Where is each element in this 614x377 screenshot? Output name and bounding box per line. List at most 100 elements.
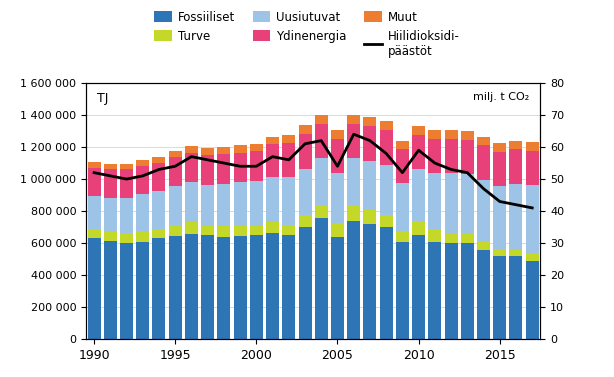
Bar bbox=[396, 149, 409, 183]
Bar bbox=[282, 178, 295, 225]
Bar bbox=[445, 173, 457, 233]
Hiilidioksidi-
päästöt bbox=[285, 158, 292, 162]
Bar bbox=[120, 243, 133, 339]
Bar bbox=[266, 136, 279, 144]
Bar bbox=[526, 185, 538, 253]
Bar bbox=[201, 235, 214, 339]
Bar bbox=[315, 124, 328, 158]
Bar bbox=[510, 250, 523, 256]
Bar bbox=[526, 142, 538, 151]
Bar bbox=[201, 155, 214, 185]
Bar bbox=[429, 173, 441, 230]
Bar bbox=[429, 139, 441, 173]
Bar bbox=[217, 184, 230, 226]
Bar bbox=[282, 235, 295, 339]
Bar bbox=[347, 124, 360, 158]
Hiilidioksidi-
päästöt bbox=[139, 173, 146, 178]
Bar bbox=[363, 161, 376, 210]
Bar bbox=[250, 181, 263, 226]
Bar bbox=[136, 166, 149, 194]
Bar bbox=[347, 158, 360, 206]
Hiilidioksidi-
päästöt bbox=[155, 167, 163, 172]
Bar bbox=[152, 157, 165, 163]
Bar bbox=[363, 224, 376, 339]
Bar bbox=[266, 144, 279, 178]
Bar bbox=[379, 121, 392, 130]
Text: milj. t CO₂: milj. t CO₂ bbox=[473, 92, 529, 102]
Bar bbox=[136, 231, 149, 242]
Bar bbox=[347, 206, 360, 221]
Bar bbox=[445, 139, 457, 173]
Hiilidioksidi-
päästöt bbox=[317, 138, 325, 143]
Bar bbox=[88, 162, 101, 168]
Bar bbox=[266, 233, 279, 339]
Bar bbox=[412, 235, 425, 339]
Hiilidioksidi-
päästöt bbox=[269, 155, 276, 159]
Bar bbox=[493, 143, 506, 152]
Bar bbox=[152, 238, 165, 339]
Bar bbox=[429, 130, 441, 139]
Bar bbox=[412, 126, 425, 135]
Bar bbox=[88, 230, 101, 238]
Bar bbox=[493, 152, 506, 186]
Bar bbox=[152, 191, 165, 229]
Bar bbox=[298, 169, 311, 215]
Bar bbox=[460, 131, 474, 140]
Bar bbox=[104, 170, 117, 198]
Bar bbox=[250, 144, 263, 151]
Bar bbox=[169, 151, 182, 158]
Bar bbox=[88, 168, 101, 196]
Bar bbox=[445, 233, 457, 243]
Bar bbox=[363, 210, 376, 224]
Bar bbox=[136, 194, 149, 231]
Bar bbox=[363, 126, 376, 161]
Bar bbox=[201, 148, 214, 155]
Bar bbox=[298, 134, 311, 169]
Bar bbox=[396, 231, 409, 242]
Bar bbox=[185, 233, 198, 339]
Bar bbox=[250, 226, 263, 235]
Bar bbox=[331, 223, 344, 237]
Bar bbox=[217, 226, 230, 237]
Bar bbox=[88, 196, 101, 230]
Bar bbox=[315, 205, 328, 218]
Hiilidioksidi-
päästöt bbox=[512, 202, 519, 207]
Bar bbox=[185, 222, 198, 233]
Bar bbox=[201, 185, 214, 225]
Bar bbox=[266, 178, 279, 222]
Bar bbox=[477, 241, 490, 250]
Bar bbox=[315, 158, 328, 205]
Bar bbox=[347, 221, 360, 339]
Bar bbox=[396, 183, 409, 231]
Bar bbox=[526, 261, 538, 339]
Bar bbox=[120, 233, 133, 243]
Hiilidioksidi-
päästöt bbox=[366, 138, 373, 143]
Hiilidioksidi-
päästöt bbox=[301, 141, 309, 146]
Hiilidioksidi-
päästöt bbox=[448, 167, 455, 172]
Bar bbox=[169, 236, 182, 339]
Hiilidioksidi-
päästöt bbox=[431, 161, 438, 165]
Bar bbox=[282, 135, 295, 143]
Hiilidioksidi-
päästöt bbox=[350, 132, 357, 136]
Bar bbox=[493, 249, 506, 256]
Bar bbox=[445, 243, 457, 339]
Bar bbox=[379, 215, 392, 227]
Bar bbox=[460, 233, 474, 243]
Bar bbox=[412, 222, 425, 235]
Bar bbox=[217, 237, 230, 339]
Bar bbox=[266, 222, 279, 233]
Bar bbox=[104, 241, 117, 339]
Bar bbox=[201, 225, 214, 235]
Bar bbox=[298, 227, 311, 339]
Bar bbox=[185, 146, 198, 153]
Bar bbox=[250, 151, 263, 181]
Bar bbox=[379, 227, 392, 339]
Bar bbox=[298, 126, 311, 134]
Bar bbox=[88, 238, 101, 339]
Bar bbox=[315, 218, 328, 339]
Bar bbox=[233, 182, 247, 225]
Hiilidioksidi-
päästöt bbox=[107, 173, 114, 178]
Bar bbox=[510, 184, 523, 250]
Bar bbox=[429, 230, 441, 242]
Bar bbox=[460, 140, 474, 174]
